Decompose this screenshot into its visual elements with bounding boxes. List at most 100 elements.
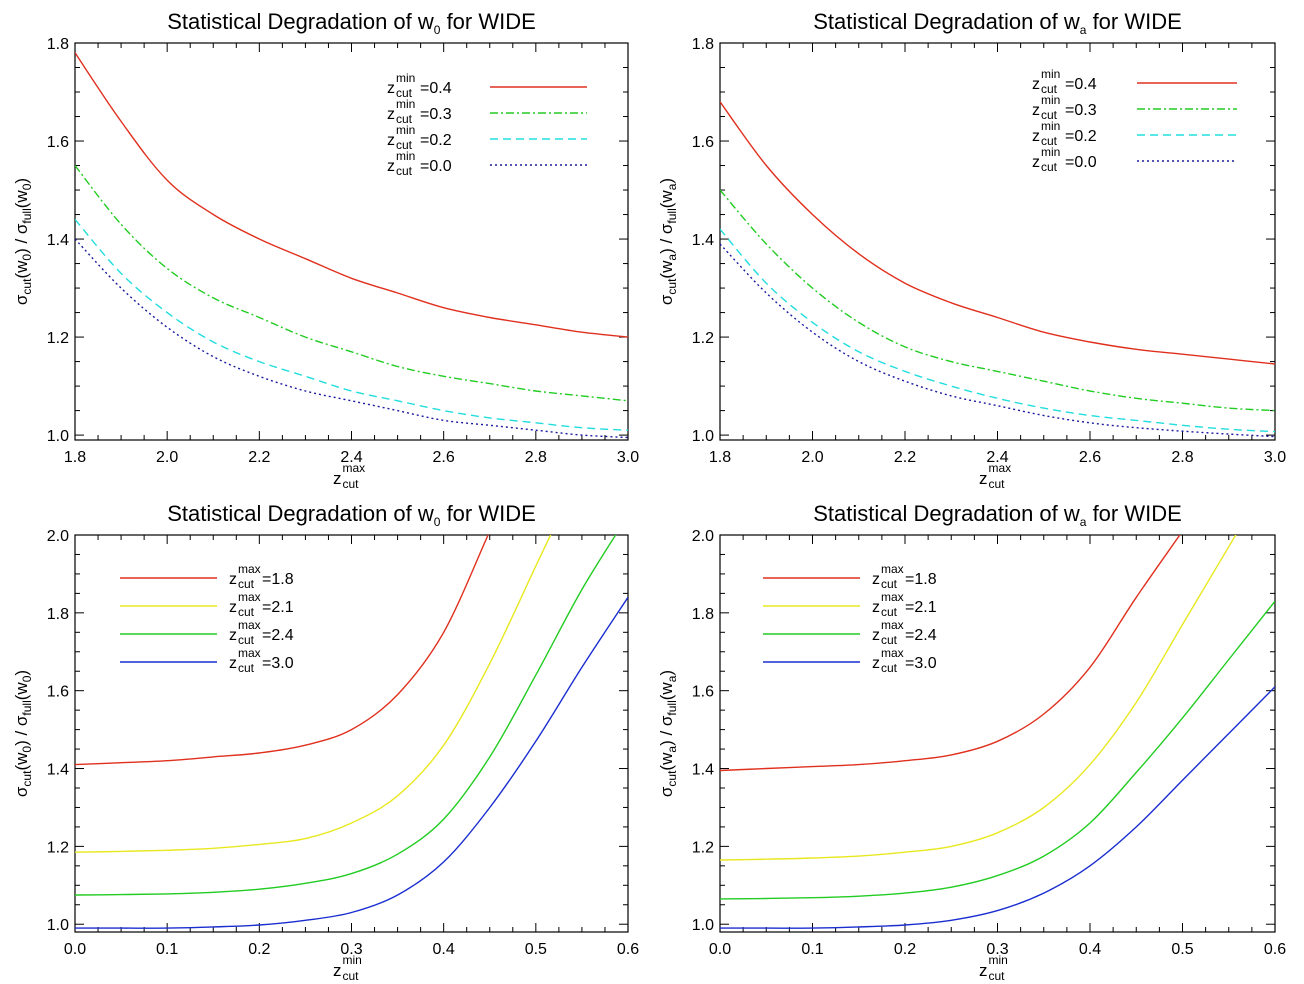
chart-panel-2: Statistical Degradation of wa for WIDE 1.…: [657, 9, 1286, 491]
legend-label-value: =0.3: [1065, 102, 1097, 119]
legend-label-value: =1.8: [262, 571, 294, 588]
series-line-3: [75, 535, 617, 896]
y-axis-label: σcut(w0) / σfull(w0): [12, 178, 34, 305]
x-tick-label: 2.6: [433, 449, 455, 466]
legend-label-base: z: [872, 627, 880, 644]
legend-label-sup: min: [396, 123, 415, 137]
plot-frame: [719, 42, 1276, 441]
legend-label-value: =3.0: [262, 655, 294, 672]
plot-frame: [74, 42, 629, 441]
legend-label-value: =2.1: [905, 599, 937, 616]
legend-label-sub: cut: [396, 164, 413, 178]
y-tick-label: 1.0: [692, 428, 714, 445]
y-tick-label: 1.6: [692, 684, 714, 701]
plot-frame: [74, 534, 629, 933]
legend-label-sub: cut: [238, 577, 255, 591]
x-tick-label: 2.2: [248, 449, 270, 466]
legend-label-base: z: [1032, 102, 1040, 119]
series-group: [720, 535, 1275, 929]
y-tick-label: 1.4: [47, 232, 69, 249]
x-axis-label-base: z: [333, 469, 342, 488]
x-tick-label: 0.0: [709, 941, 731, 958]
y-tick-label: 1.8: [692, 36, 714, 53]
x-tick-label: 0.1: [801, 941, 823, 958]
y-tick-label: 1.0: [692, 917, 714, 934]
chart-title: Statistical Degradation of w0 for WIDE: [167, 9, 536, 37]
legend-label-sup: max: [881, 590, 904, 604]
y-tick-label: 1.6: [692, 134, 714, 151]
chart-panel-3: Statistical Degradation of w0 for WIDE 0.…: [12, 501, 639, 983]
legend-label-sup: min: [1041, 93, 1060, 107]
x-axis-label-sub: cut: [343, 969, 360, 983]
y-tick-label: 2.0: [47, 528, 69, 545]
legend-label-sup: max: [238, 618, 261, 632]
legend-label-value: =0.0: [1065, 154, 1097, 171]
series-line-4: [75, 238, 628, 439]
legend-label-sup: min: [396, 97, 415, 111]
y-tick-label: 1.8: [692, 606, 714, 623]
legend-label-sub: cut: [1041, 82, 1058, 96]
series-line-1: [75, 535, 489, 766]
legend-label-value: =1.8: [905, 571, 937, 588]
legend-label-sup: max: [238, 562, 261, 576]
legend-label-sub: cut: [238, 633, 255, 647]
legend-label-value: =2.4: [905, 627, 937, 644]
series-line-3: [720, 600, 1275, 900]
series-group: [75, 535, 628, 929]
x-tick-label: 2.8: [525, 449, 547, 466]
legend-label-sup: max: [881, 646, 904, 660]
y-tick-label: 1.4: [692, 232, 714, 249]
legend-label-value: =2.4: [262, 627, 294, 644]
legend-label-base: z: [387, 158, 395, 175]
series-line-3: [75, 218, 628, 431]
chart-title: Statistical Degradation of wa for WIDE: [813, 9, 1182, 37]
legend-label-sub: cut: [881, 605, 898, 619]
y-tick-label: 1.2: [692, 839, 714, 856]
x-tick-label: 3.0: [1264, 449, 1286, 466]
legend-label-sup: min: [396, 71, 415, 85]
y-tick-label: 1.8: [47, 36, 69, 53]
y-tick-label: 1.2: [47, 330, 69, 347]
legend-label-sup: min: [396, 149, 415, 163]
x-tick-label: 2.4: [340, 449, 362, 466]
y-tick-label: 1.4: [692, 762, 714, 779]
x-tick-label: 2.8: [1171, 449, 1193, 466]
legend-label-base: z: [872, 571, 880, 588]
legend-label-sup: max: [881, 562, 904, 576]
x-axis-label-base: z: [333, 961, 342, 980]
legend-label-value: =2.1: [262, 599, 294, 616]
legend-label-value: =0.4: [1065, 76, 1097, 93]
x-axis-label-sup: min: [343, 953, 362, 967]
series-line-2: [720, 189, 1275, 412]
y-tick-label: 1.6: [47, 684, 69, 701]
x-axis-label-sup: min: [989, 953, 1008, 967]
y-tick-label: 1.2: [47, 839, 69, 856]
x-axis-label-base: z: [979, 961, 988, 980]
y-axis-label: σcut(wa) / σfull(wa): [657, 670, 679, 797]
series-group: [720, 101, 1275, 438]
legend-label-base: z: [229, 627, 237, 644]
x-tick-label: 2.0: [156, 449, 178, 466]
x-axis-label-base: z: [979, 469, 988, 488]
legend-label-base: z: [229, 571, 237, 588]
legend-label-sub: cut: [881, 577, 898, 591]
